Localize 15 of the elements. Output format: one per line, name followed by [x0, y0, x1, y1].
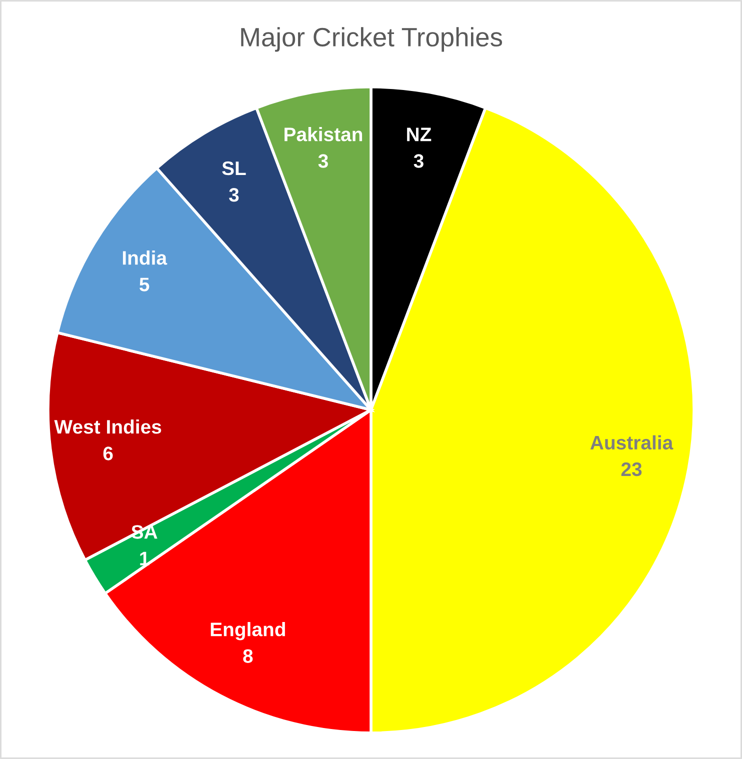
data-label: 23	[621, 462, 642, 476]
data-label: 3	[229, 188, 239, 202]
slice-label: SL	[222, 161, 246, 176]
data-label: 6	[103, 446, 113, 460]
slice-label: Pakistan	[284, 127, 362, 142]
slice-label: England	[210, 622, 285, 640]
data-label: 8	[243, 649, 253, 663]
data-label: 3	[318, 154, 328, 168]
slice-label: NZ	[407, 128, 432, 142]
slice-label: India	[122, 250, 168, 265]
data-label: 5	[140, 278, 150, 292]
slice-label: Australia	[590, 435, 674, 450]
slice-label: West Indies	[54, 419, 162, 434]
chart-title: Major Cricket Trophies	[241, 27, 502, 52]
data-label: 3	[414, 154, 424, 168]
